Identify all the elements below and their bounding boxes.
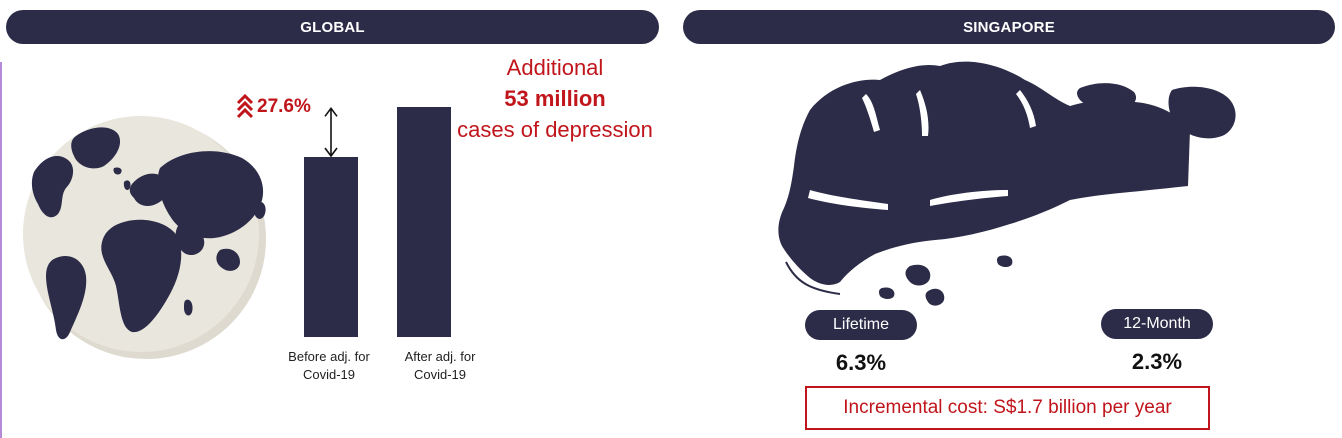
globe-icon (23, 116, 266, 359)
bar-label-after-line1: After adj. for (404, 349, 476, 364)
bar-before-covid (304, 157, 358, 337)
increase-value: 27.6% (257, 96, 311, 117)
callout-line1: Additional (506, 55, 604, 80)
singapore-header: SINGAPORE (683, 10, 1335, 44)
double-chevron-up-icon (236, 94, 254, 119)
lifetime-prevalence-value: 6.3% (835, 350, 887, 375)
bar-label-after: After adj. for Covid-19 (380, 348, 500, 384)
bar-label-after-line2: Covid-19 (413, 367, 467, 382)
twelve-month-prevalence-value: 2.3% (1131, 349, 1183, 374)
bar-label-before: Before adj. for Covid-19 (269, 348, 389, 384)
singapore-map-icon (778, 61, 1236, 306)
callout-line3: cases of depression (457, 117, 653, 142)
increase-annotation: 27.6% (236, 94, 311, 120)
incremental-cost-text: Incremental cost: S$1.7 billion per year (843, 397, 1172, 418)
global-header: GLOBAL (6, 10, 659, 44)
callout-line2: 53 million (504, 86, 606, 111)
bar-label-before-line2: Covid-19 (302, 367, 356, 382)
twelve-month-pill: 12-Month (1101, 309, 1213, 339)
bar-label-before-line1: Before adj. for (288, 349, 370, 364)
left-edge-accent (0, 62, 2, 438)
incremental-cost-box: Incremental cost: S$1.7 billion per year (805, 386, 1210, 430)
additional-cases-callout: Additional 53 million cases of depressio… (440, 52, 670, 145)
bar-after-covid (397, 107, 451, 337)
lifetime-pill: Lifetime (805, 310, 917, 340)
